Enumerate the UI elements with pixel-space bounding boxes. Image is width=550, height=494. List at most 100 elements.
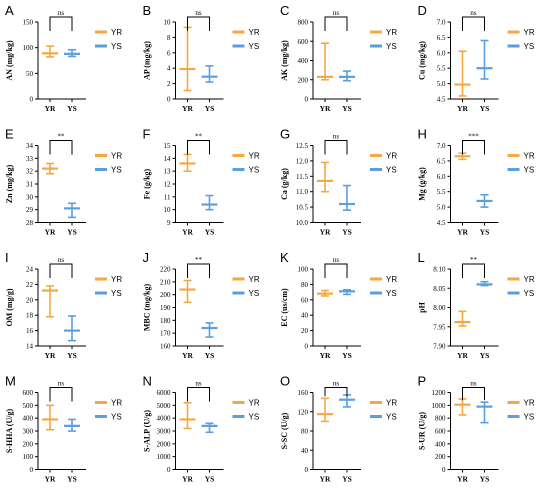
y-tick-label: 4.5 bbox=[437, 96, 446, 104]
y-tick-label: 0 bbox=[305, 96, 309, 104]
significance-bracket bbox=[324, 387, 348, 397]
y-axis-label: Zn (mg/kg) bbox=[5, 164, 14, 203]
panel-letter: G bbox=[280, 127, 290, 142]
y-tick-label: 18 bbox=[26, 312, 34, 320]
significance-bracket bbox=[187, 387, 210, 402]
significance-label: ** bbox=[470, 256, 478, 264]
x-tick-label: YR bbox=[45, 104, 56, 113]
y-tick-label: 31 bbox=[26, 181, 34, 189]
panel-letter: A bbox=[5, 3, 14, 18]
x-tick-label: YR bbox=[182, 228, 193, 237]
panel-letter: C bbox=[280, 3, 289, 18]
panel-o: O 0 40 80 120 160 S-SC (U/g) YR YS ns YR YS bbox=[280, 374, 397, 484]
y-tick-label: 16 bbox=[26, 327, 34, 335]
panel-letter: J bbox=[143, 250, 150, 265]
y-tick-label: 22 bbox=[26, 281, 34, 289]
significance-label: ** bbox=[195, 133, 203, 141]
y-tick-label: 30 bbox=[26, 193, 34, 201]
y-tick-label: 0 bbox=[30, 96, 34, 104]
significance-label: *** bbox=[468, 133, 479, 141]
x-tick-label: YR bbox=[182, 475, 193, 484]
y-tick-label: 5.0 bbox=[437, 204, 446, 212]
significance-bracket bbox=[324, 263, 348, 278]
x-tick-label: YR bbox=[457, 104, 468, 113]
legend-label-yr: YR bbox=[524, 28, 535, 37]
legend-label-ys: YS bbox=[386, 166, 397, 175]
y-tick-label: 0 bbox=[30, 466, 34, 474]
x-tick-label: YR bbox=[320, 475, 331, 484]
y-tick-label: 14 bbox=[26, 343, 34, 351]
y-tick-label: 1200 bbox=[432, 389, 447, 397]
y-tick-label: 100 bbox=[298, 266, 309, 274]
significance-bracket bbox=[49, 263, 73, 278]
y-tick-label: 400 bbox=[435, 440, 446, 448]
x-tick-label: YS bbox=[480, 228, 490, 237]
y-tick-label: 2 bbox=[167, 80, 171, 88]
x-tick-label: YS bbox=[342, 228, 352, 237]
y-tick-label: 600 bbox=[23, 389, 34, 397]
y-tick-label: 14 bbox=[164, 155, 172, 163]
legend-label-yr: YR bbox=[111, 275, 122, 284]
x-tick-label: YS bbox=[342, 351, 352, 360]
y-axis-label: Mg (g/kg) bbox=[418, 167, 427, 201]
significance-bracket bbox=[324, 16, 348, 31]
x-tick-label: YR bbox=[457, 475, 468, 484]
y-tick-label: 7.0 bbox=[437, 142, 446, 150]
legend-label-ys: YS bbox=[249, 166, 260, 175]
errorbar-yr bbox=[454, 398, 471, 416]
panel-p: P 0 200 400 600 800 1000 1200 S-UR (U/g) YR YS ns YR… bbox=[418, 374, 535, 484]
y-tick-label: 160 bbox=[160, 343, 171, 351]
x-tick-label: YS bbox=[67, 228, 77, 237]
y-tick-label: 6000 bbox=[157, 389, 172, 397]
y-axis-label: S-HHA (U/g) bbox=[5, 409, 14, 454]
x-tick-label: YS bbox=[480, 104, 490, 113]
y-axis-label: EC (us/cm) bbox=[280, 288, 289, 327]
errorbar-yr bbox=[454, 50, 471, 97]
legend-label-ys: YS bbox=[524, 413, 535, 422]
y-tick-label: 6 bbox=[167, 49, 171, 57]
legend-label-ys: YS bbox=[524, 42, 535, 51]
y-tick-label: 180 bbox=[160, 317, 171, 325]
y-tick-label: 170 bbox=[160, 330, 171, 338]
y-tick-label: 6.0 bbox=[437, 49, 446, 57]
y-tick-label: 400 bbox=[298, 57, 309, 65]
x-tick-label: YS bbox=[205, 104, 215, 113]
y-tick-label: 2000 bbox=[157, 440, 172, 448]
y-tick-label: 34 bbox=[26, 142, 34, 150]
panel-letter: B bbox=[143, 3, 152, 18]
errorbar-yr bbox=[179, 26, 196, 92]
x-tick-label: YS bbox=[342, 475, 352, 484]
y-tick-label: 3000 bbox=[157, 428, 172, 436]
legend-label-ys: YS bbox=[386, 42, 397, 51]
x-tick-label: YS bbox=[480, 351, 490, 360]
errorbar-yr bbox=[317, 289, 333, 297]
y-axis-label: AP (mg/kg) bbox=[143, 41, 152, 80]
y-tick-label: 6.5 bbox=[437, 34, 446, 42]
significance-bracket bbox=[462, 140, 485, 155]
legend-label-ys: YS bbox=[249, 289, 260, 298]
significance-label: ns bbox=[470, 9, 477, 17]
y-axis-label: S-ALP (U/g) bbox=[143, 410, 152, 452]
legend-label-ys: YS bbox=[386, 289, 397, 298]
significance-label: ns bbox=[333, 133, 340, 141]
panel-letter: D bbox=[418, 3, 427, 18]
y-tick-label: 10.0 bbox=[296, 219, 309, 227]
significance-bracket bbox=[462, 16, 485, 31]
y-tick-label: 100 bbox=[23, 453, 34, 461]
significance-label: ns bbox=[333, 256, 340, 264]
errorbar-yr bbox=[317, 42, 333, 81]
errorbar-yr bbox=[317, 161, 333, 193]
y-tick-label: 4000 bbox=[157, 415, 172, 423]
y-tick-label: 0 bbox=[305, 466, 309, 474]
significance-bracket bbox=[462, 263, 485, 278]
x-tick-label: YR bbox=[320, 228, 331, 237]
legend-label-yr: YR bbox=[111, 152, 122, 161]
y-tick-label: 29 bbox=[26, 206, 34, 214]
panel-h: H 4.5 5.0 5.5 6.0 6.5 7.0 Mg (g/kg) YR YS *** YR YS bbox=[418, 127, 535, 237]
significance-bracket bbox=[49, 16, 73, 31]
y-tick-label: 33 bbox=[26, 155, 34, 163]
significance-bracket bbox=[187, 263, 210, 278]
significance-bracket bbox=[324, 140, 348, 155]
legend-label-yr: YR bbox=[249, 399, 260, 408]
